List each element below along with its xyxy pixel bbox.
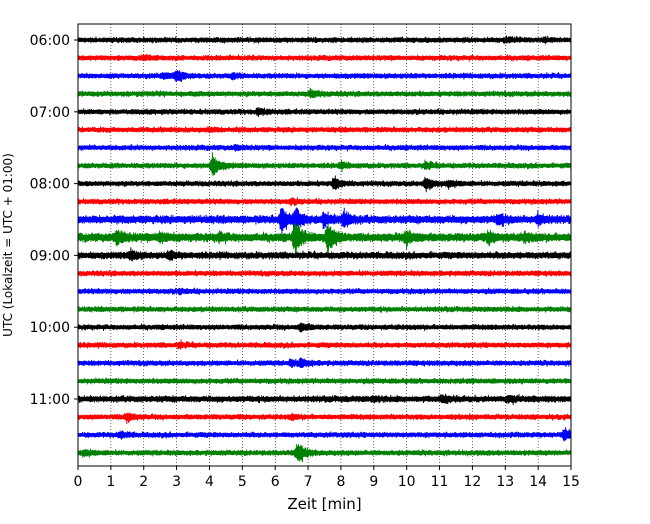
trace-1030	[77, 357, 572, 369]
x-tick-label: 3	[172, 474, 181, 490]
trace-0900	[77, 247, 572, 262]
trace-0745	[77, 152, 572, 177]
trace-0930	[77, 287, 572, 296]
x-tick-label: 7	[304, 474, 313, 490]
trace-0715	[77, 125, 572, 134]
y-tick-label: 10:00	[30, 320, 70, 336]
y-tick-label: 09:00	[30, 248, 70, 264]
trace-1000	[77, 322, 572, 333]
x-tick-label: 1	[106, 474, 115, 490]
y-tick-label: 11:00	[30, 392, 70, 408]
x-tick-label: 11	[431, 474, 449, 490]
x-axis-title: Zeit [min]	[287, 495, 361, 513]
x-tick-label: 12	[463, 474, 481, 490]
trace-1100	[77, 393, 572, 406]
y-tick-label: 08:00	[30, 177, 70, 193]
x-tick-label: 2	[139, 474, 148, 490]
trace-0830	[77, 207, 572, 235]
trace-0730	[77, 143, 572, 152]
trace-0915	[77, 269, 572, 277]
trace-1045	[77, 377, 572, 385]
y-tick-label: 07:00	[30, 105, 70, 121]
trace-0800	[77, 175, 572, 193]
x-tick-label: 6	[271, 474, 280, 490]
x-tick-label: 10	[398, 474, 416, 490]
trace-0845	[77, 222, 572, 255]
y-axis-ticks: 06:00 07:00 08:00 09:00 10:00 11:00	[30, 33, 78, 408]
trace-rows	[77, 35, 572, 463]
trace-1130	[77, 427, 572, 442]
trace-0815	[77, 197, 572, 207]
x-tick-label: 8	[336, 474, 345, 490]
x-tick-label: 4	[205, 474, 214, 490]
x-tick-label: 0	[74, 474, 83, 490]
plot-frame	[77, 23, 572, 467]
trace-0945	[77, 305, 572, 313]
trace-0615	[77, 54, 572, 62]
trace-1015	[77, 339, 572, 350]
x-tick-label: 9	[369, 474, 378, 490]
x-tick-label: 14	[529, 474, 547, 490]
y-axis-title: UTC (Lokalzeit = UTC + 01:00)	[1, 153, 15, 337]
x-axis-ticks: 0 1 2 3 4 5 6 7 8 9 10 11 12 13 14 15	[74, 466, 580, 490]
x-tick-label: 15	[562, 474, 580, 490]
trace-0700	[77, 107, 572, 118]
trace-0645	[77, 87, 572, 99]
y-tick-label: 06:00	[30, 33, 70, 49]
trace-0630	[77, 70, 572, 83]
trace-0600	[77, 35, 572, 45]
trace-1145	[77, 443, 572, 463]
trace-1115	[77, 412, 572, 424]
x-tick-label: 13	[496, 474, 514, 490]
x-tick-label: 5	[238, 474, 247, 490]
